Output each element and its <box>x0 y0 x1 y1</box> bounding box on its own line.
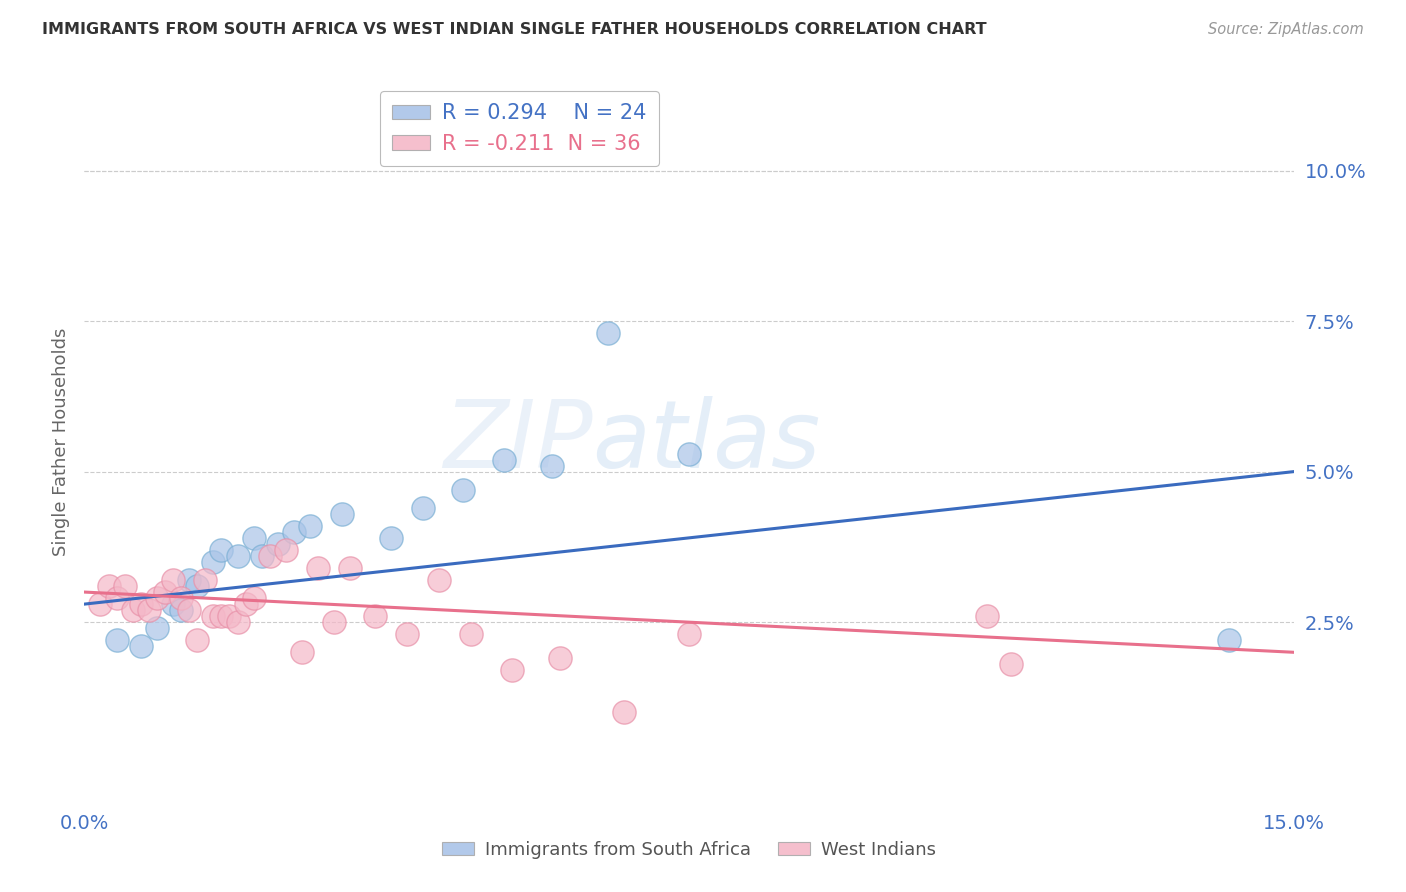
Point <box>138 603 160 617</box>
Point <box>242 591 264 606</box>
Point <box>323 615 346 630</box>
Point <box>548 651 571 665</box>
Point <box>179 603 201 617</box>
Point <box>114 579 136 593</box>
Point <box>97 579 120 593</box>
Point <box>202 555 225 569</box>
Point <box>427 573 450 587</box>
Point <box>226 615 249 630</box>
Point <box>170 603 193 617</box>
Point <box>460 627 482 641</box>
Point <box>501 664 523 678</box>
Point <box>250 549 273 563</box>
Point <box>179 573 201 587</box>
Legend: Immigrants from South Africa, West Indians: Immigrants from South Africa, West India… <box>434 834 943 866</box>
Point <box>451 483 474 497</box>
Point <box>274 542 297 557</box>
Point <box>267 537 290 551</box>
Point <box>209 542 232 557</box>
Point <box>146 621 169 635</box>
Point <box>363 609 385 624</box>
Point <box>283 524 305 539</box>
Point <box>299 519 322 533</box>
Point <box>339 561 361 575</box>
Text: Source: ZipAtlas.com: Source: ZipAtlas.com <box>1208 22 1364 37</box>
Point <box>678 446 700 460</box>
Point <box>186 579 208 593</box>
Point <box>598 326 620 341</box>
Point <box>162 573 184 587</box>
Point <box>153 585 176 599</box>
Text: IMMIGRANTS FROM SOUTH AFRICA VS WEST INDIAN SINGLE FATHER HOUSEHOLDS CORRELATION: IMMIGRANTS FROM SOUTH AFRICA VS WEST IND… <box>42 22 987 37</box>
Point <box>307 561 329 575</box>
Point <box>330 507 353 521</box>
Point <box>291 645 314 659</box>
Point <box>146 591 169 606</box>
Point <box>129 597 152 611</box>
Point <box>678 627 700 641</box>
Point <box>541 458 564 473</box>
Point <box>105 633 128 648</box>
Y-axis label: Single Father Households: Single Father Households <box>52 327 70 556</box>
Point <box>162 597 184 611</box>
Point <box>235 597 257 611</box>
Point <box>170 591 193 606</box>
Text: atlas: atlas <box>592 396 821 487</box>
Point <box>613 706 636 720</box>
Point <box>242 531 264 545</box>
Point <box>194 573 217 587</box>
Point <box>209 609 232 624</box>
Point <box>976 609 998 624</box>
Text: ZIP: ZIP <box>443 396 592 487</box>
Point <box>412 500 434 515</box>
Point <box>105 591 128 606</box>
Point <box>380 531 402 545</box>
Point <box>218 609 240 624</box>
Point <box>1218 633 1240 648</box>
Point <box>226 549 249 563</box>
Point <box>89 597 111 611</box>
Point <box>259 549 281 563</box>
Point <box>121 603 143 617</box>
Point <box>129 639 152 653</box>
Point <box>395 627 418 641</box>
Point <box>186 633 208 648</box>
Point <box>1000 657 1022 672</box>
Point <box>202 609 225 624</box>
Point <box>492 452 515 467</box>
